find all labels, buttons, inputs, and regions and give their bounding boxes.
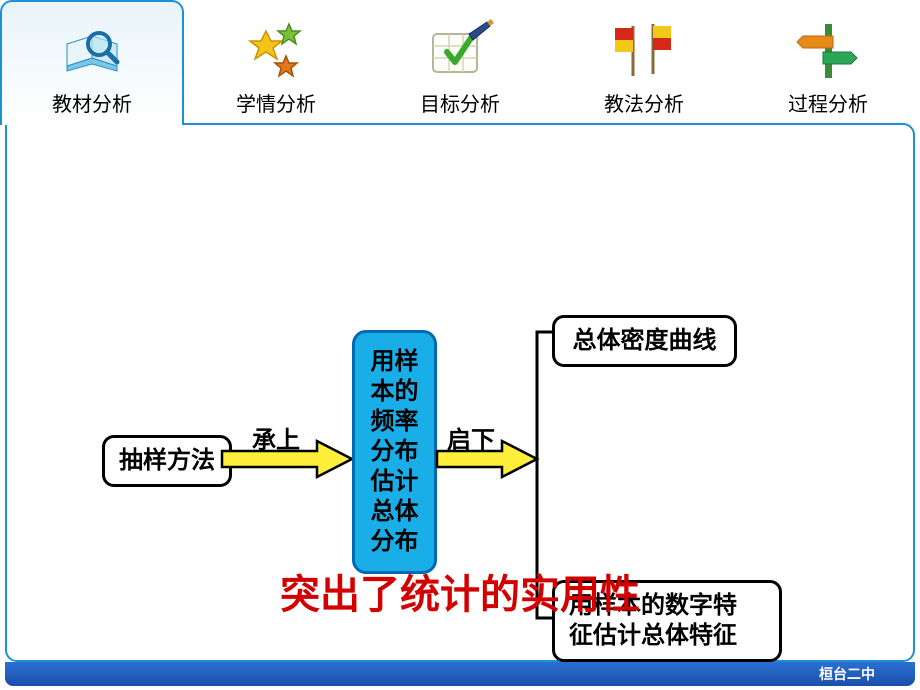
node-text: 总体密度曲线 — [573, 327, 717, 354]
book-magnifier-icon — [57, 16, 127, 86]
tab-label: 学情分析 — [236, 88, 316, 117]
tab-teaching-method-analysis[interactable]: 教法分析 — [552, 0, 736, 125]
node-sampling-method: 抽样方法 — [102, 435, 232, 487]
checklist-pen-icon — [425, 16, 495, 86]
tab-label: 目标分析 — [420, 88, 500, 117]
node-density-curve: 总体密度曲线 — [552, 315, 737, 367]
footer-text: 桓台二中 — [819, 664, 875, 684]
tab-label: 教法分析 — [604, 88, 684, 117]
arrow-label-lead: 启下 — [447, 420, 495, 455]
signpost-icon — [793, 16, 863, 86]
tab-goal-analysis[interactable]: 目标分析 — [368, 0, 552, 125]
tab-process-analysis[interactable]: 过程分析 — [736, 0, 920, 125]
node-text: 用样 本的 频率 分布 估计 总体 分布 — [371, 348, 419, 555]
puzzle-stars-icon — [241, 16, 311, 86]
tab-student-analysis[interactable]: 学情分析 — [184, 0, 368, 125]
flags-icon — [609, 16, 679, 86]
tab-label: 过程分析 — [788, 88, 868, 117]
arrow-label-inherit: 承上 — [252, 420, 300, 455]
node-text: 抽样方法 — [119, 447, 215, 474]
caption: 突出了统计的实用性 — [7, 562, 913, 620]
content-panel: 抽样方法 承上 用样 本的 频率 分布 估计 总体 分布 启下 总体密度曲线 用… — [5, 123, 915, 662]
footer-bar: 桓台二中 — [5, 662, 915, 686]
tab-label: 教材分析 — [52, 88, 132, 117]
node-frequency-dist: 用样 本的 频率 分布 估计 总体 分布 — [352, 330, 437, 574]
tab-bar: 教材分析 学情分析 目标分析 — [0, 0, 920, 125]
tab-textbook-analysis[interactable]: 教材分析 — [0, 0, 184, 125]
